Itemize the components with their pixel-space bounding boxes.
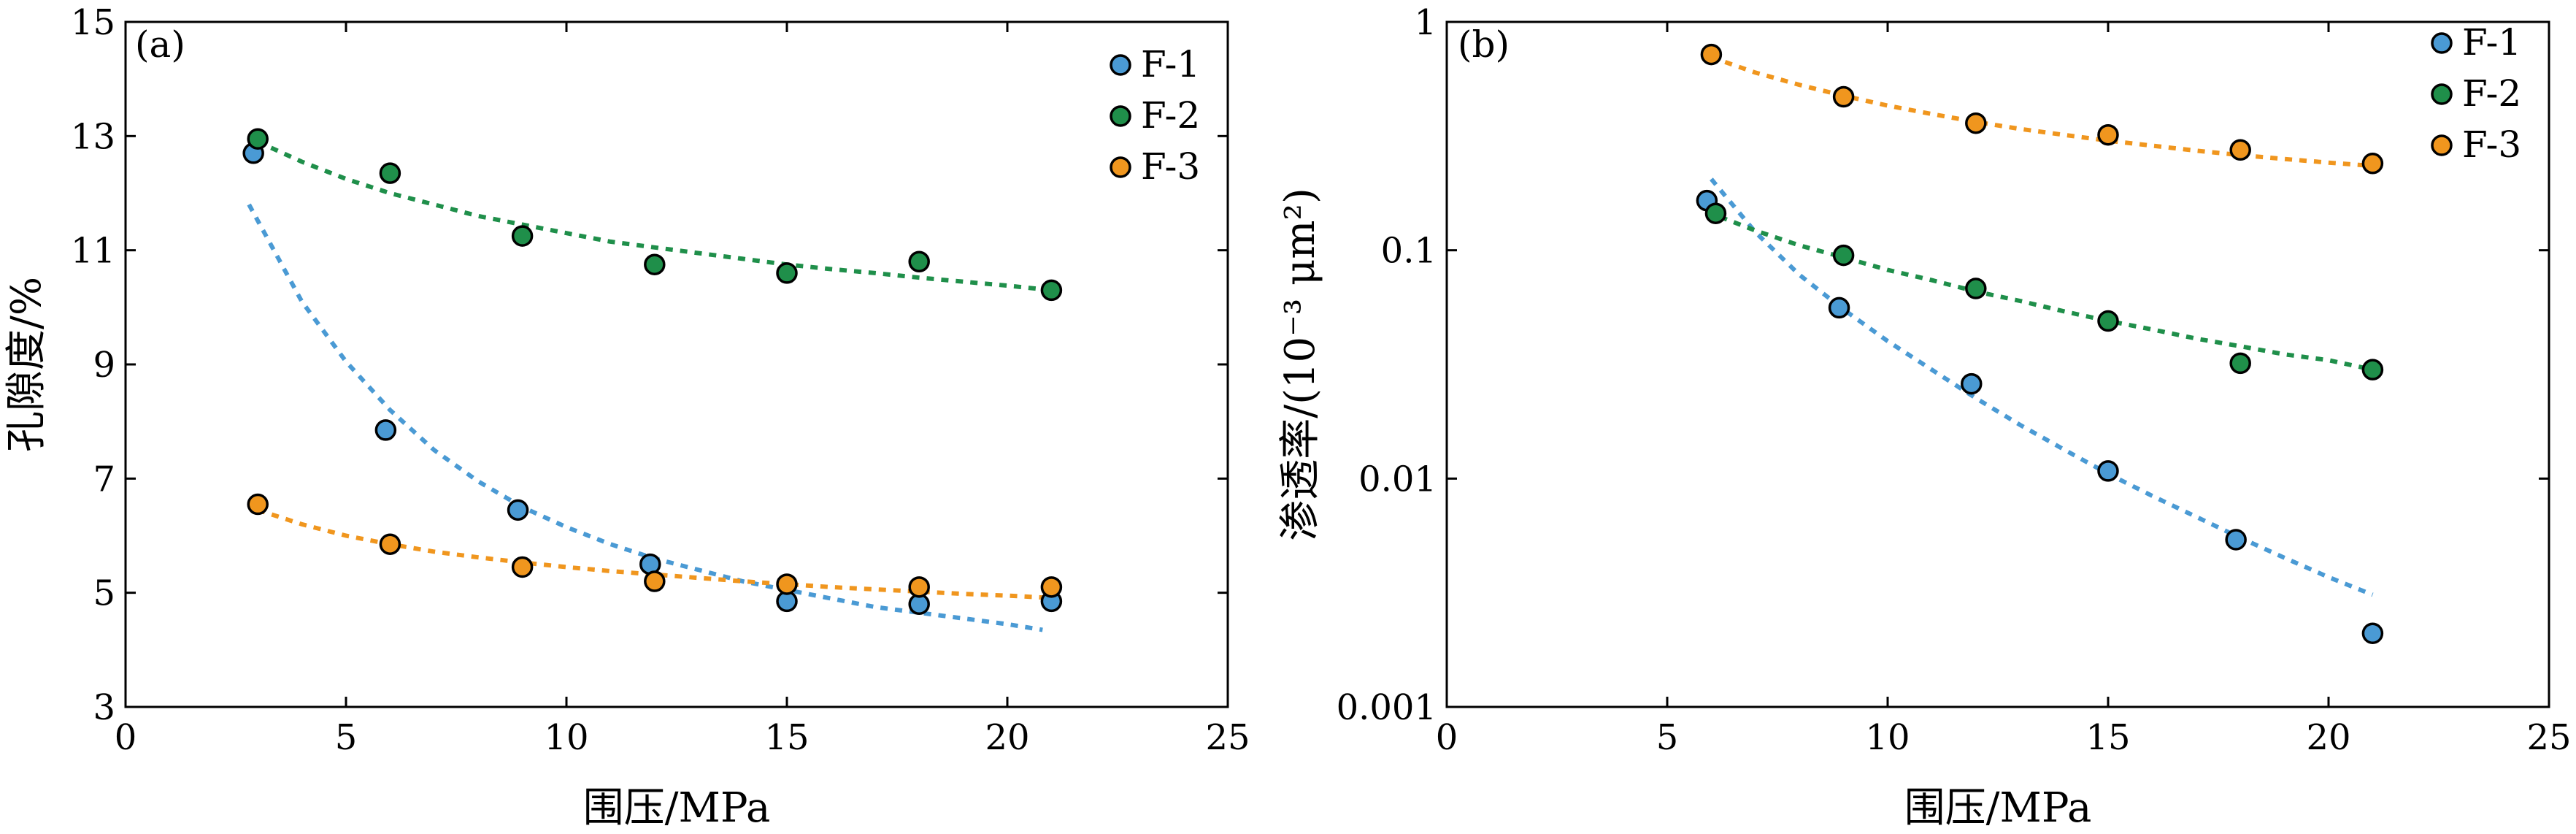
data-point-f-1 [2225, 529, 2247, 551]
data-point-f-2 [2097, 310, 2119, 332]
y-tick-label: 1 [1414, 2, 1437, 43]
x-tick-label: 5 [335, 717, 358, 758]
legend-marker-f-2 [2431, 83, 2453, 105]
panel-b-y-axis-title: 渗透率/(10⁻³ μm²) [1277, 188, 1324, 541]
y-tick-label: 0.01 [1358, 459, 1437, 500]
data-point-f-2 [2229, 352, 2251, 375]
data-point-f-3 [379, 533, 401, 555]
fit-curve-f-2 [256, 139, 1052, 293]
y-tick-label: 3 [93, 687, 115, 728]
x-tick-label: 0 [115, 717, 137, 758]
panel-b-y-ticks: 0.001 0.01 0.1 1 [1337, 2, 2549, 728]
panel-a-porosity-chart: (a) 0 5 10 15 20 25 3 5 7 9 11 13 15 F-1 F-2 F-3 围压/M… [3, 2, 1250, 832]
data-point-f-2 [644, 253, 666, 275]
x-tick-label: 25 [2526, 717, 2571, 758]
data-point-f-3 [1700, 43, 1723, 66]
x-tick-label: 5 [1656, 717, 1679, 758]
data-point-f-3 [2097, 123, 2119, 146]
panel-a-x-axis-title: 围压/MPa [583, 784, 771, 832]
panel-a-plot-frame [124, 20, 1229, 708]
data-point-f-1 [2097, 460, 2119, 482]
panel-b-plot-frame [1445, 20, 2550, 708]
panel-b-legend: F-1 F-2 F-3 [2431, 21, 2521, 166]
data-point-f-2 [776, 262, 798, 284]
y-tick-label: 9 [93, 345, 115, 386]
data-point-f-2 [1832, 244, 1855, 267]
legend-label-f-1: F-1 [2462, 21, 2521, 64]
data-point-f-2 [908, 250, 930, 273]
legend-marker-f-1 [1110, 54, 1131, 76]
data-point-f-3 [1965, 112, 1987, 134]
panel-a-tag: (a) [135, 23, 185, 66]
legend-label-f-3: F-3 [2462, 123, 2521, 166]
panel-a-y-ticks: 3 5 7 9 11 13 15 [71, 2, 1228, 728]
y-tick-label: 0.1 [1381, 231, 1437, 272]
data-point-f-3 [2229, 139, 2251, 161]
panel-b-tag: (b) [1458, 23, 1510, 66]
data-point-f-2 [511, 225, 534, 247]
data-point-f-3 [511, 556, 534, 578]
data-point-f-3 [1832, 85, 1855, 108]
data-point-f-2 [1965, 278, 1987, 299]
legend-label-f-2: F-2 [2462, 72, 2521, 115]
fit-curve-f-1 [1710, 177, 2374, 597]
x-tick-label: 10 [1865, 717, 1910, 758]
panel-b-fit-curves [1710, 55, 2374, 597]
data-point-f-3 [908, 576, 930, 598]
data-point-f-2 [247, 128, 269, 150]
data-point-f-3 [2361, 153, 2384, 175]
x-tick-label: 15 [764, 717, 809, 758]
data-point-f-1 [374, 419, 397, 441]
x-tick-label: 20 [2306, 717, 2350, 758]
panel-b-x-axis-title: 围压/MPa [1904, 784, 2092, 832]
data-point-f-3 [776, 573, 798, 595]
x-tick-label: 20 [985, 717, 1029, 758]
data-point-f-2 [2361, 359, 2384, 380]
legend-marker-f-1 [2431, 32, 2453, 54]
data-point-f-3 [247, 493, 269, 516]
panel-b-x-ticks: 0 5 10 15 20 25 [1436, 22, 2572, 758]
y-tick-label: 13 [71, 116, 115, 157]
x-tick-label: 25 [1205, 717, 1250, 758]
data-point-f-1 [507, 499, 529, 521]
x-tick-label: 10 [544, 717, 588, 758]
panel-b-data-points [1696, 43, 2384, 645]
y-tick-label: 7 [93, 459, 115, 500]
legend-marker-f-3 [1110, 156, 1131, 178]
data-point-f-3 [1040, 576, 1063, 598]
panel-a-data-points [242, 128, 1063, 616]
data-point-f-1 [1961, 372, 1983, 395]
panel-a-x-ticks: 0 5 10 15 20 25 [115, 22, 1250, 758]
data-point-f-1 [1828, 297, 1850, 319]
y-tick-label: 0.001 [1337, 687, 1437, 728]
y-tick-label: 11 [71, 231, 115, 272]
data-point-f-1 [2361, 622, 2384, 645]
data-point-f-3 [644, 570, 666, 592]
legend-label-f-2: F-2 [1141, 94, 1200, 137]
y-tick-label: 5 [93, 573, 115, 614]
legend-label-f-1: F-1 [1141, 43, 1200, 85]
data-point-f-2 [1040, 279, 1063, 302]
fit-curve-f-2 [1719, 215, 2374, 372]
fit-curve-f-3 [1710, 55, 2373, 169]
x-tick-label: 0 [1436, 717, 1458, 758]
legend-marker-f-3 [2431, 134, 2453, 156]
legend-label-f-3: F-3 [1141, 145, 1200, 188]
legend-marker-f-2 [1110, 105, 1131, 127]
x-tick-label: 15 [2085, 717, 2130, 758]
data-point-f-2 [379, 162, 401, 184]
panel-a-legend: F-1 F-2 F-3 [1110, 43, 1200, 188]
y-tick-label: 15 [71, 2, 115, 43]
panel-b-permeability-chart: (b) 0 5 10 15 20 25 0.001 0.01 0.1 1 F-1 F-2 F-3 围… [1277, 2, 2572, 832]
data-point-f-2 [1704, 202, 1727, 224]
panel-a-y-axis-title: 孔隙度/% [3, 277, 50, 452]
